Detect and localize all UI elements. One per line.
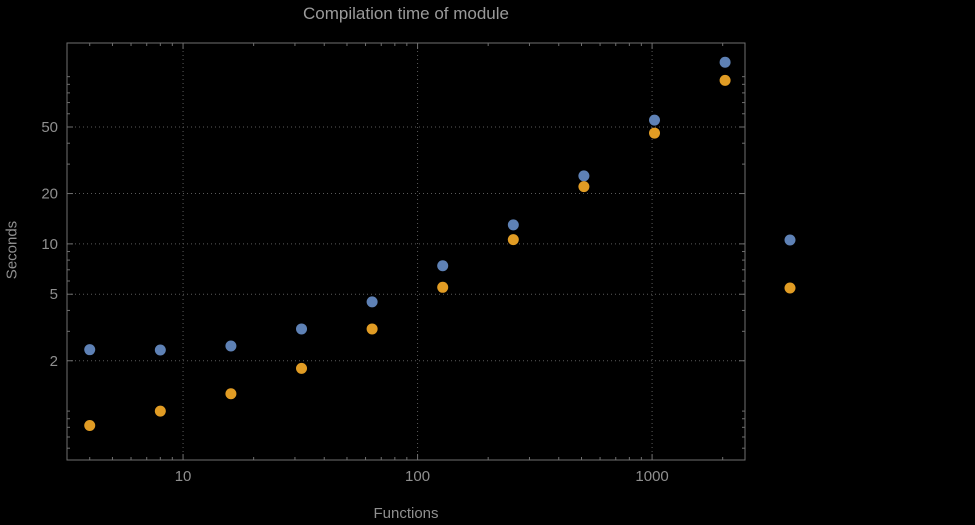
data-point-series-2 [437, 281, 449, 293]
data-point-series-2 [649, 127, 661, 139]
data-point-series-2 [578, 181, 590, 193]
data-point-series-2 [154, 405, 166, 417]
data-point-series-1 [578, 170, 590, 182]
x-tick-label: 1000 [635, 468, 668, 485]
data-point-series-1 [84, 344, 96, 356]
y-tick-label: 50 [41, 119, 58, 136]
legend-marker-2 [784, 282, 796, 294]
data-point-series-2 [296, 362, 308, 374]
y-axis-label: Seconds [3, 220, 21, 280]
data-point-series-1 [719, 56, 731, 68]
data-point-series-1 [507, 219, 519, 231]
data-point-series-1 [296, 323, 308, 335]
data-point-series-2 [366, 323, 378, 335]
legend-marker-1 [784, 234, 796, 246]
data-point-series-1 [649, 114, 661, 126]
x-tick-label: 100 [405, 468, 430, 485]
data-point-series-2 [225, 388, 237, 400]
data-point-series-1 [437, 260, 449, 272]
data-point-series-2 [507, 234, 519, 246]
x-axis-label: Functions [373, 505, 439, 522]
data-point-series-2 [719, 74, 731, 86]
y-tick-label: 2 [50, 353, 58, 370]
data-point-series-1 [225, 340, 237, 352]
data-point-series-1 [154, 344, 166, 356]
plot-frame [66, 42, 746, 461]
y-tick-label: 5 [50, 286, 58, 303]
y-tick-label: 20 [41, 186, 58, 203]
y-tick-label: 10 [41, 236, 58, 253]
data-point-series-1 [366, 296, 378, 308]
x-tick-label: 10 [175, 468, 192, 485]
chart-title: Compilation time of module [303, 4, 509, 23]
data-point-series-2 [84, 420, 96, 432]
